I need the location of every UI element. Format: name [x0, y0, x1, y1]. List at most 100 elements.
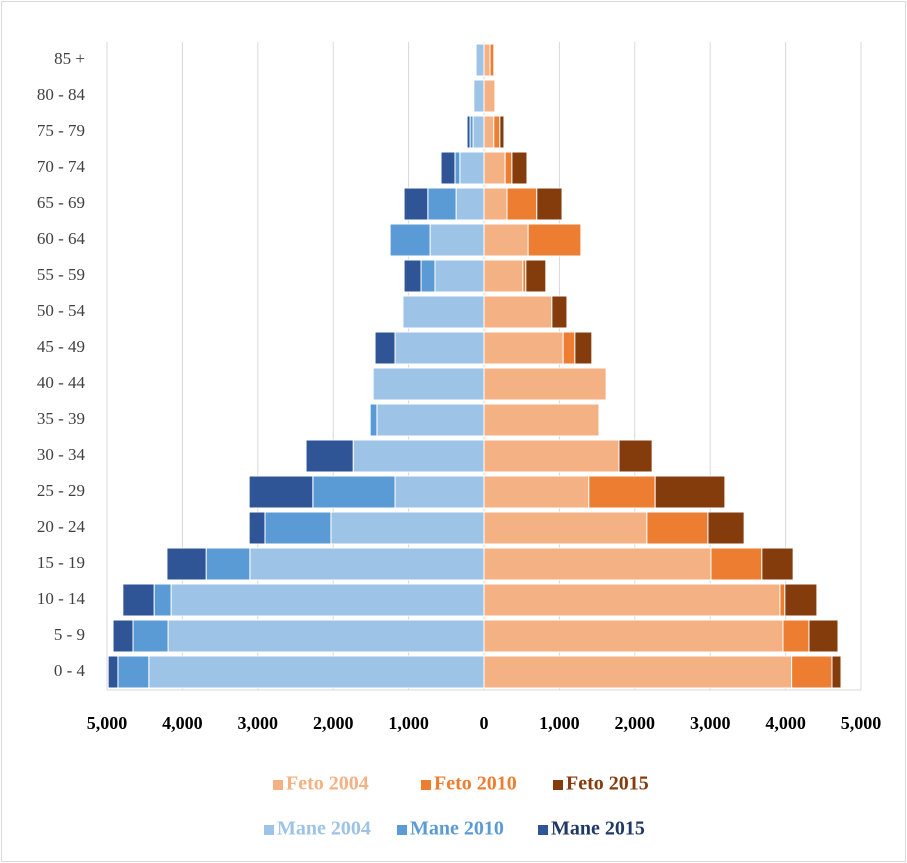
bar — [122, 583, 155, 617]
bar — [248, 511, 266, 545]
x-tick-label: 1,000 — [539, 713, 580, 733]
bar — [330, 511, 485, 545]
bar — [504, 151, 513, 185]
bar — [249, 547, 485, 581]
bar — [707, 511, 745, 545]
bar — [394, 331, 485, 365]
x-tick-label: 0 — [480, 713, 489, 733]
legend-swatch — [553, 780, 563, 790]
bar — [483, 439, 620, 473]
bar — [132, 619, 169, 653]
x-tick-label: 2,000 — [615, 713, 656, 733]
y-tick-label: 25 - 29 — [37, 481, 85, 500]
y-tick-label: 55 - 59 — [37, 265, 85, 284]
bar — [499, 115, 505, 149]
bar — [483, 151, 506, 185]
legend-swatch — [264, 825, 274, 835]
bar — [710, 547, 763, 581]
bar — [112, 619, 134, 653]
bar — [588, 475, 656, 509]
x-tick-label: 5,000 — [841, 713, 882, 733]
bar — [483, 403, 600, 437]
bar — [107, 655, 119, 689]
legend-label: Mane 2004 — [277, 818, 371, 840]
bar — [646, 511, 709, 545]
bar — [352, 439, 485, 473]
bar — [473, 79, 485, 113]
bar — [455, 187, 485, 221]
bar — [394, 475, 485, 509]
bar — [483, 115, 495, 149]
bar — [466, 115, 471, 149]
bar — [761, 547, 794, 581]
bar — [248, 475, 314, 509]
bar — [454, 151, 461, 185]
legend-swatch — [421, 780, 431, 790]
bar — [551, 295, 568, 329]
bar — [305, 439, 354, 473]
bar — [483, 331, 564, 365]
bar — [440, 151, 456, 185]
bar — [166, 547, 207, 581]
bar — [511, 151, 528, 185]
bar — [420, 259, 436, 293]
legend-label: Feto 2004 — [286, 773, 369, 795]
y-tick-label: 0 - 4 — [54, 661, 86, 680]
bar — [779, 583, 786, 617]
bar — [525, 259, 547, 293]
y-tick-label: 85 + — [54, 49, 85, 68]
bar — [536, 187, 563, 221]
x-tick-label: 4,000 — [765, 713, 806, 733]
bar — [791, 655, 833, 689]
bar — [483, 655, 793, 689]
y-tick-label: 65 - 69 — [37, 193, 85, 212]
x-tick-label: 5,000 — [87, 713, 128, 733]
bar — [475, 43, 485, 77]
y-tick-label: 45 - 49 — [37, 337, 85, 356]
bar — [389, 223, 431, 257]
bar — [170, 583, 485, 617]
bar — [117, 655, 150, 689]
bar — [562, 331, 576, 365]
bar — [167, 619, 485, 653]
bar — [483, 259, 524, 293]
bar — [483, 547, 712, 581]
bar — [153, 583, 172, 617]
bar — [429, 223, 485, 257]
x-tick-label: 4,000 — [162, 713, 203, 733]
bar — [483, 583, 781, 617]
x-tick-label: 2,000 — [313, 713, 354, 733]
bar — [489, 43, 495, 77]
y-tick-label: 80 - 84 — [37, 85, 86, 104]
bar — [312, 475, 396, 509]
bar — [403, 187, 429, 221]
bar — [483, 619, 784, 653]
bar — [784, 583, 818, 617]
bar — [506, 187, 538, 221]
x-tick-label: 3,000 — [690, 713, 731, 733]
legend-swatch — [397, 825, 407, 835]
y-tick-label: 10 - 14 — [37, 589, 86, 608]
bar — [483, 79, 496, 113]
bar — [376, 403, 485, 437]
y-tick-label: 60 - 64 — [37, 229, 86, 248]
y-tick-label: 75 - 79 — [37, 121, 85, 140]
y-tick-label: 50 - 54 — [37, 301, 86, 320]
bar — [205, 547, 251, 581]
bar — [493, 115, 501, 149]
bar — [434, 259, 485, 293]
bar — [427, 187, 457, 221]
bar — [472, 115, 485, 149]
legend-label: Mane 2010 — [410, 818, 504, 840]
bar — [618, 439, 653, 473]
bar — [527, 223, 582, 257]
legend-label: Feto 2015 — [566, 773, 649, 795]
bar — [483, 367, 607, 401]
bar — [483, 511, 648, 545]
bar — [483, 295, 553, 329]
bar — [483, 223, 529, 257]
y-tick-label: 20 - 24 — [37, 517, 86, 536]
bar — [483, 475, 590, 509]
bar — [402, 295, 485, 329]
